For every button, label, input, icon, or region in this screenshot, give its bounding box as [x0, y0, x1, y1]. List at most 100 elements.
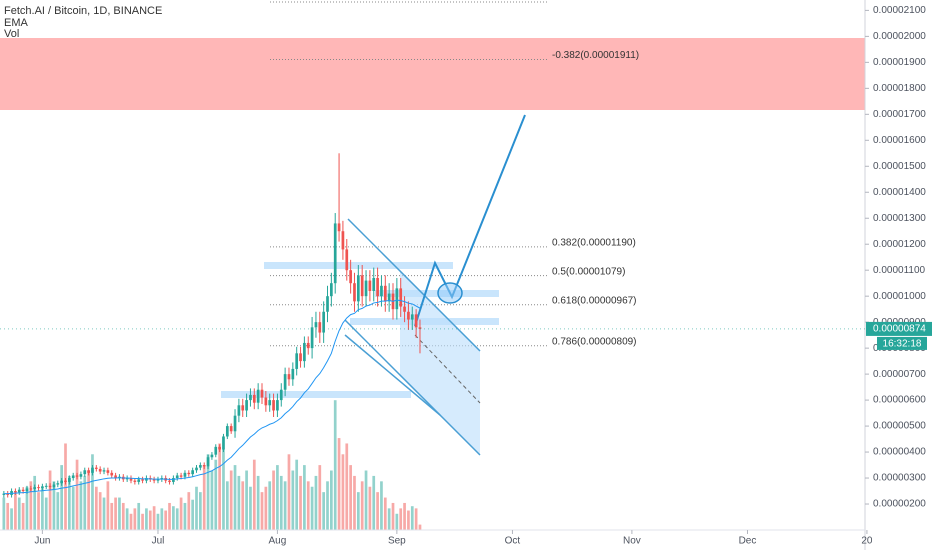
countdown-label: 16:32:18 [883, 339, 922, 350]
volume-bar [218, 443, 221, 530]
candle-body [299, 353, 302, 362]
volume-bar [137, 502, 141, 530]
candle-body [322, 311, 326, 333]
candle-body [341, 231, 345, 250]
volume-bar [303, 465, 306, 530]
volume-bar [330, 470, 333, 530]
candle-body [383, 285, 387, 302]
candle-body [260, 389, 264, 398]
volume-bar [29, 481, 33, 530]
y-tick-label: 0.00000400 [873, 447, 926, 458]
y-tick-label: 0.00000500 [873, 421, 926, 432]
candle-body [349, 270, 352, 284]
volume-bar [345, 443, 349, 530]
volume-bar [260, 492, 264, 530]
candle-body [229, 426, 233, 432]
volume-bar [233, 465, 237, 530]
candle-body [380, 285, 383, 297]
candle-body [179, 475, 183, 477]
fib-label: 0.382(0.00001190) [552, 237, 636, 248]
candle-body [17, 489, 21, 493]
volume-bar [41, 486, 44, 530]
candle-body [279, 389, 283, 401]
volume-bar [272, 470, 275, 530]
candle-body [172, 478, 175, 482]
y-tick-label: 0.00001500 [873, 161, 926, 172]
candle-body [403, 306, 406, 312]
channel-line [344, 319, 481, 456]
volume-bar [152, 506, 156, 530]
volume-bar [279, 475, 283, 530]
volume-bar [148, 510, 152, 530]
candle-body [218, 446, 221, 450]
volume-bar [380, 481, 383, 530]
candle-body [98, 468, 102, 472]
volume-bar [125, 508, 129, 530]
candle-body [333, 223, 337, 284]
volume-bar [291, 470, 295, 530]
candle-body [14, 491, 17, 493]
candle-body [25, 488, 29, 492]
y-tick-label: 0.00000700 [873, 369, 926, 380]
candle-body [48, 485, 52, 488]
candle-body [314, 322, 318, 328]
candle-body [68, 478, 71, 482]
countdown-box [877, 336, 927, 350]
volume-bar [60, 465, 63, 530]
volume-bar [121, 502, 125, 530]
candle-body [418, 327, 422, 329]
volume-bar [241, 481, 245, 530]
candle-body [79, 474, 83, 477]
volume-bar [222, 448, 225, 530]
candle-body [33, 487, 37, 489]
volume-bar [229, 470, 233, 530]
volume-bar [206, 454, 210, 530]
volume-bar [145, 508, 148, 530]
candle-body [249, 394, 252, 401]
candle-body [214, 446, 218, 455]
y-tick-label: 0.00002000 [873, 31, 926, 42]
candle-body [303, 342, 306, 362]
candle-body [64, 480, 67, 482]
volume-bar [210, 470, 214, 530]
candle-body [41, 486, 44, 488]
fib-layer: -0.382(0.00001911) 0.382(0.00001190) 0.5(0… [270, 50, 639, 347]
volume-bar [356, 492, 360, 530]
last-price-label: 0.00000874 [873, 324, 926, 335]
candle-body [202, 465, 206, 467]
volume-bar [110, 502, 114, 530]
candle-body [137, 479, 141, 482]
chart-title: Fetch.AI / Bitcoin, 1D, BINANCE [4, 5, 162, 17]
candle-body [252, 394, 256, 403]
candle-body [60, 480, 63, 484]
volume-bar [333, 400, 337, 530]
candle-body [395, 288, 399, 310]
candle-body [94, 467, 98, 469]
projection-line [344, 334, 441, 416]
zone [375, 290, 499, 297]
y-tick-label: 0.00000600 [873, 395, 926, 406]
volume-bar [237, 475, 241, 530]
volume-bar [199, 492, 202, 530]
volume-bar [395, 513, 399, 530]
candle-body [37, 487, 40, 489]
candle-body [360, 275, 364, 297]
volume-bar [52, 481, 56, 530]
candle-body [376, 277, 379, 297]
candle-body [225, 426, 229, 437]
candle-body [264, 397, 268, 406]
volume-bar [37, 492, 40, 530]
volume-bar [418, 524, 422, 530]
volume-bar [25, 486, 29, 530]
candle-body [241, 405, 245, 411]
candle-body [276, 400, 279, 411]
volume-bar [306, 481, 310, 530]
volume-bar [276, 465, 279, 530]
candle-body [326, 296, 329, 312]
volume-bar [68, 475, 71, 530]
x-tick-label: Jul [152, 536, 165, 547]
channel-fill [400, 270, 480, 455]
volume-bar [64, 443, 67, 530]
candle-body [237, 405, 241, 416]
volume-bar [87, 470, 90, 530]
